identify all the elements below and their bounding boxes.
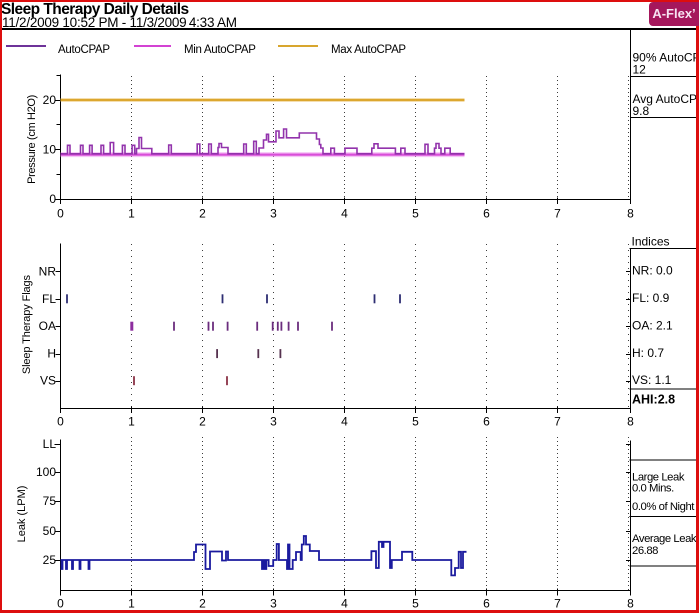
svg-text:2: 2	[199, 415, 206, 429]
svg-text:0: 0	[49, 192, 56, 206]
svg-text:4: 4	[341, 597, 348, 611]
svg-text:Large Leak: Large Leak	[632, 472, 685, 484]
svg-text:5: 5	[412, 597, 419, 611]
svg-text:6: 6	[483, 415, 490, 429]
svg-text:2: 2	[199, 597, 206, 611]
svg-text:AHI:2.8: AHI:2.8	[632, 393, 675, 407]
svg-text:Avg AutoCPAP Pressure: Avg AutoCPAP Pressure	[633, 92, 699, 106]
svg-text:Average Leak: Average Leak	[632, 533, 697, 545]
svg-text:3: 3	[270, 597, 277, 611]
svg-text:6: 6	[483, 597, 490, 611]
svg-text:Pressure (cm H2O): Pressure (cm H2O)	[26, 95, 38, 184]
svg-text:VS: VS	[40, 374, 56, 388]
svg-text:50: 50	[43, 524, 57, 538]
svg-text:9.8: 9.8	[633, 104, 650, 118]
svg-text:0: 0	[57, 207, 64, 221]
svg-text:7: 7	[554, 415, 561, 429]
svg-text:20: 20	[43, 93, 57, 107]
svg-text:7: 7	[554, 597, 561, 611]
svg-text:5: 5	[412, 415, 419, 429]
svg-text:8: 8	[627, 597, 634, 611]
svg-text:4: 4	[341, 415, 348, 429]
svg-text:Sleep Therapy Flags: Sleep Therapy Flags	[21, 274, 33, 374]
svg-text:3: 3	[270, 207, 277, 221]
svg-text:1: 1	[128, 597, 135, 611]
svg-text:26.88: 26.88	[632, 545, 658, 557]
svg-text:NR: 0.0: NR: 0.0	[632, 264, 673, 278]
svg-text:2: 2	[199, 207, 206, 221]
svg-text:VS: 1.1: VS: 1.1	[632, 373, 672, 387]
svg-text:Leak (LPM): Leak (LPM)	[16, 486, 28, 543]
svg-text:FL: FL	[42, 292, 56, 306]
svg-text:0.0% of Night: 0.0% of Night	[632, 501, 695, 513]
svg-text:0.0 Mins.: 0.0 Mins.	[632, 483, 674, 495]
svg-text:0: 0	[57, 597, 64, 611]
svg-text:OA: OA	[39, 319, 56, 333]
svg-text:H: H	[47, 347, 56, 361]
svg-text:90% AutoCPAP Pressure: 90% AutoCPAP Pressure	[633, 51, 699, 65]
svg-text:FL: 0.9: FL: 0.9	[632, 291, 670, 305]
svg-text:Indices: Indices	[632, 235, 670, 249]
svg-text:25: 25	[43, 553, 57, 567]
svg-text:4: 4	[341, 207, 348, 221]
svg-text:75: 75	[43, 494, 57, 508]
svg-text:OA: 2.1: OA: 2.1	[632, 318, 673, 332]
svg-text:5: 5	[412, 207, 419, 221]
svg-text:10: 10	[43, 143, 57, 157]
svg-text:6: 6	[483, 207, 490, 221]
svg-text:12: 12	[633, 63, 647, 77]
svg-text:1: 1	[128, 207, 135, 221]
svg-text:LL: LL	[43, 437, 57, 451]
svg-text:H: 0.7: H: 0.7	[632, 346, 664, 360]
svg-text:8: 8	[627, 415, 634, 429]
svg-text:100: 100	[36, 465, 56, 479]
svg-text:NR: NR	[39, 264, 57, 278]
svg-text:0: 0	[57, 415, 64, 429]
svg-text:1: 1	[128, 415, 135, 429]
svg-text:3: 3	[270, 415, 277, 429]
svg-text:8: 8	[627, 207, 634, 221]
svg-text:7: 7	[554, 207, 561, 221]
